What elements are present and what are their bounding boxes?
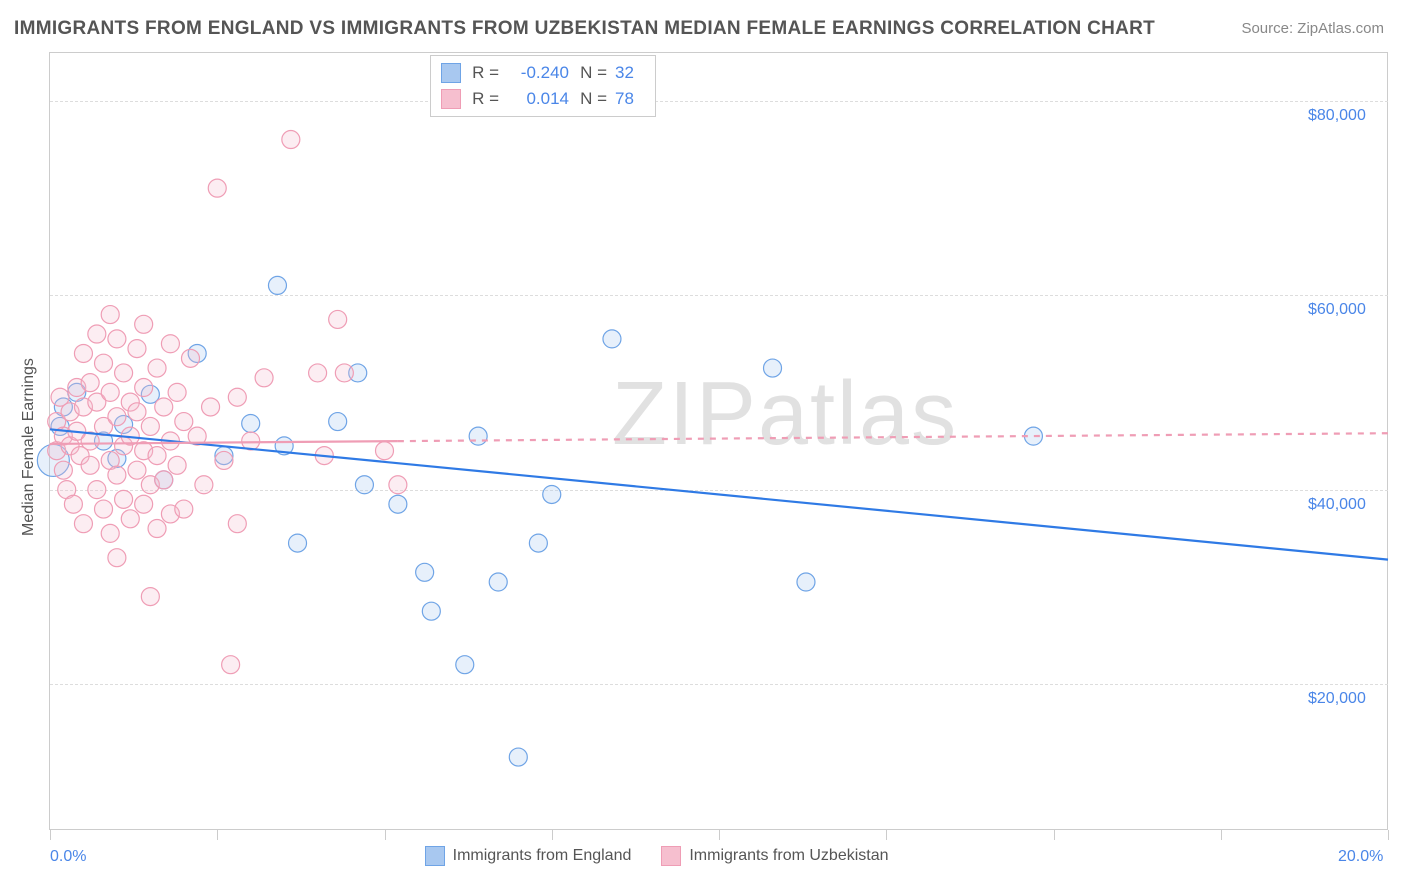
scatter-point-uzbekistan [108,466,126,484]
scatter-point-uzbekistan [101,383,119,401]
scatter-point-england [509,748,527,766]
stat-n-label: N = [577,86,607,112]
scatter-point-uzbekistan [148,520,166,538]
scatter-point-uzbekistan [228,388,246,406]
scatter-point-uzbekistan [108,549,126,567]
scatter-point-uzbekistan [335,364,353,382]
scatter-point-england [603,330,621,348]
scatter-point-uzbekistan [148,359,166,377]
scatter-point-uzbekistan [155,471,173,489]
scatter-point-england [543,485,561,503]
scatter-point-uzbekistan [88,325,106,343]
scatter-point-uzbekistan [108,408,126,426]
scatter-point-england [456,656,474,674]
scatter-point-england [355,476,373,494]
scatter-point-england [416,563,434,581]
scatter-point-england [329,413,347,431]
scatter-point-uzbekistan [88,481,106,499]
scatter-point-uzbekistan [128,403,146,421]
swatch-icon [441,89,461,109]
scatter-point-uzbekistan [135,379,153,397]
scatter-point-england [242,414,260,432]
stat-r-label: R = [469,60,499,86]
scatter-point-england [389,495,407,513]
scatter-point-england [422,602,440,620]
stats-row-uzbekistan: R = 0.014 N = 78 [441,86,645,112]
scatter-point-uzbekistan [168,383,186,401]
scatter-point-uzbekistan [81,374,99,392]
scatter-point-uzbekistan [329,310,347,328]
stat-r-value: 0.014 [507,86,569,112]
scatter-point-uzbekistan [155,398,173,416]
scatter-point-uzbekistan [115,490,133,508]
scatter-point-uzbekistan [81,456,99,474]
scatter-point-uzbekistan [228,515,246,533]
stat-n-label: N = [577,60,607,86]
scatter-point-uzbekistan [195,476,213,494]
scatter-point-uzbekistan [181,349,199,367]
stats-legend-box: R = -0.240 N = 32 R = 0.014 N = 78 [430,55,656,117]
scatter-point-uzbekistan [74,515,92,533]
scatter-point-uzbekistan [64,495,82,513]
swatch-icon [441,63,461,83]
scatter-point-england [268,276,286,294]
scatter-point-uzbekistan [222,656,240,674]
stats-row-england: R = -0.240 N = 32 [441,60,645,86]
scatter-point-england [764,359,782,377]
legend-label: Immigrants from Uzbekistan [689,847,888,864]
scatter-point-uzbekistan [95,354,113,372]
scatter-point-uzbekistan [74,344,92,362]
scatter-point-uzbekistan [141,588,159,606]
scatter-point-uzbekistan [101,306,119,324]
trend-line-england [50,429,1388,559]
scatter-point-uzbekistan [148,447,166,465]
stat-r-value: -0.240 [507,60,569,86]
scatter-point-uzbekistan [389,476,407,494]
scatter-point-uzbekistan [108,330,126,348]
scatter-point-uzbekistan [175,500,193,518]
scatter-point-uzbekistan [202,398,220,416]
scatter-point-england [489,573,507,591]
scatter-point-uzbekistan [215,451,233,469]
scatter-point-england [529,534,547,552]
scatter-point-uzbekistan [161,335,179,353]
legend-label: Immigrants from England [453,847,632,864]
scatter-point-uzbekistan [95,500,113,518]
scatter-point-england [469,427,487,445]
legend-item: Immigrants from England [425,846,632,866]
swatch-icon [425,846,445,866]
trend-line-uzbekistan-dashed [398,433,1388,441]
legend-bottom: Immigrants from England Immigrants from U… [425,846,889,866]
scatter-point-uzbekistan [255,369,273,387]
scatter-point-england [289,534,307,552]
stat-n-value: 32 [615,60,645,86]
scatter-point-uzbekistan [282,131,300,149]
scatter-point-uzbekistan [54,461,72,479]
stat-n-value: 78 [615,86,645,112]
scatter-point-uzbekistan [128,461,146,479]
plot-svg [0,0,1406,892]
stat-r-label: R = [469,86,499,112]
scatter-point-uzbekistan [168,456,186,474]
swatch-icon [661,846,681,866]
scatter-point-uzbekistan [115,364,133,382]
scatter-point-uzbekistan [141,417,159,435]
legend-item: Immigrants from Uzbekistan [661,846,888,866]
scatter-point-uzbekistan [101,524,119,542]
scatter-point-uzbekistan [135,495,153,513]
scatter-point-uzbekistan [376,442,394,460]
scatter-point-uzbekistan [128,340,146,358]
scatter-point-uzbekistan [208,179,226,197]
scatter-point-uzbekistan [175,413,193,431]
scatter-point-uzbekistan [121,510,139,528]
scatter-point-uzbekistan [135,315,153,333]
scatter-point-uzbekistan [309,364,327,382]
scatter-point-england [797,573,815,591]
